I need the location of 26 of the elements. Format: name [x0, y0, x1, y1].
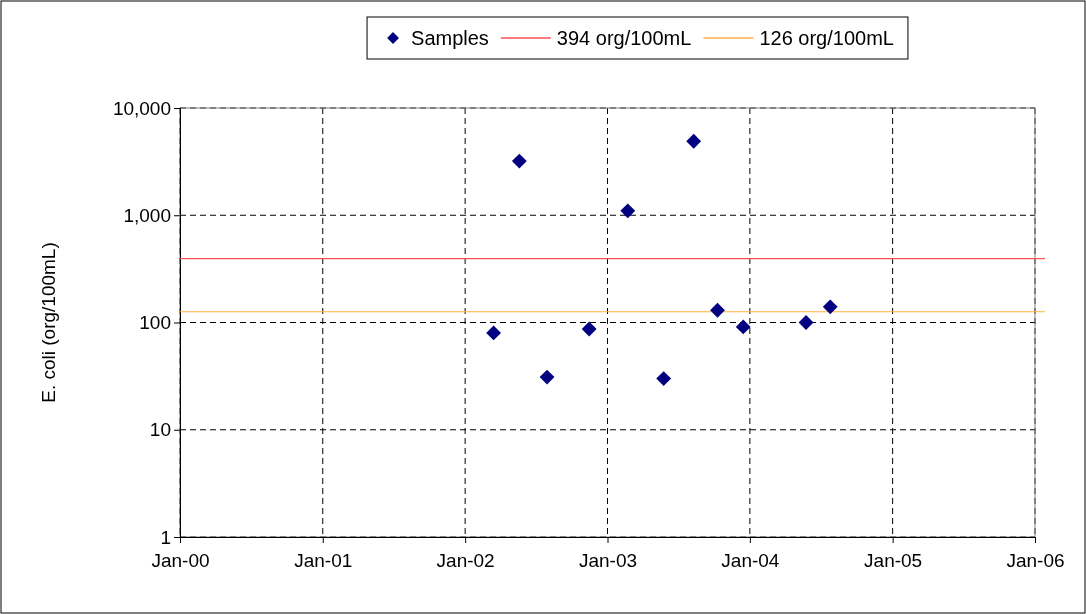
legend-label: 394 org/100mL: [556, 27, 692, 49]
x-tick-label: Jan-03: [578, 549, 638, 571]
y-tick-label: 1,000: [123, 204, 171, 226]
y-tick-label: 10: [149, 419, 171, 441]
x-tick-label: Jan-00: [151, 549, 210, 571]
x-tick-label: Jan-05: [864, 549, 923, 571]
y-tick-label: 1: [160, 526, 171, 548]
x-tick-label: Jan-02: [436, 549, 495, 571]
point: [710, 302, 725, 318]
point: [539, 369, 555, 385]
point: [656, 371, 672, 386]
y-tick-label: 100: [139, 312, 171, 334]
point: [686, 133, 702, 149]
x-tick-label: Jan-06: [1006, 549, 1065, 571]
legend-label: 126 org/100mL: [759, 27, 894, 49]
point: [486, 325, 502, 341]
legend-label: Samples: [411, 27, 489, 49]
point: [822, 299, 838, 315]
point: [735, 319, 751, 335]
y-axis-title: E. coli (org/100mL): [38, 242, 59, 403]
point: [620, 203, 636, 219]
x-tick-label: Jan-04: [721, 549, 780, 571]
y-tick-label: 10,000: [112, 97, 171, 119]
point: [581, 321, 597, 337]
x-tick-label: Jan-01: [294, 549, 353, 571]
point: [511, 153, 527, 169]
